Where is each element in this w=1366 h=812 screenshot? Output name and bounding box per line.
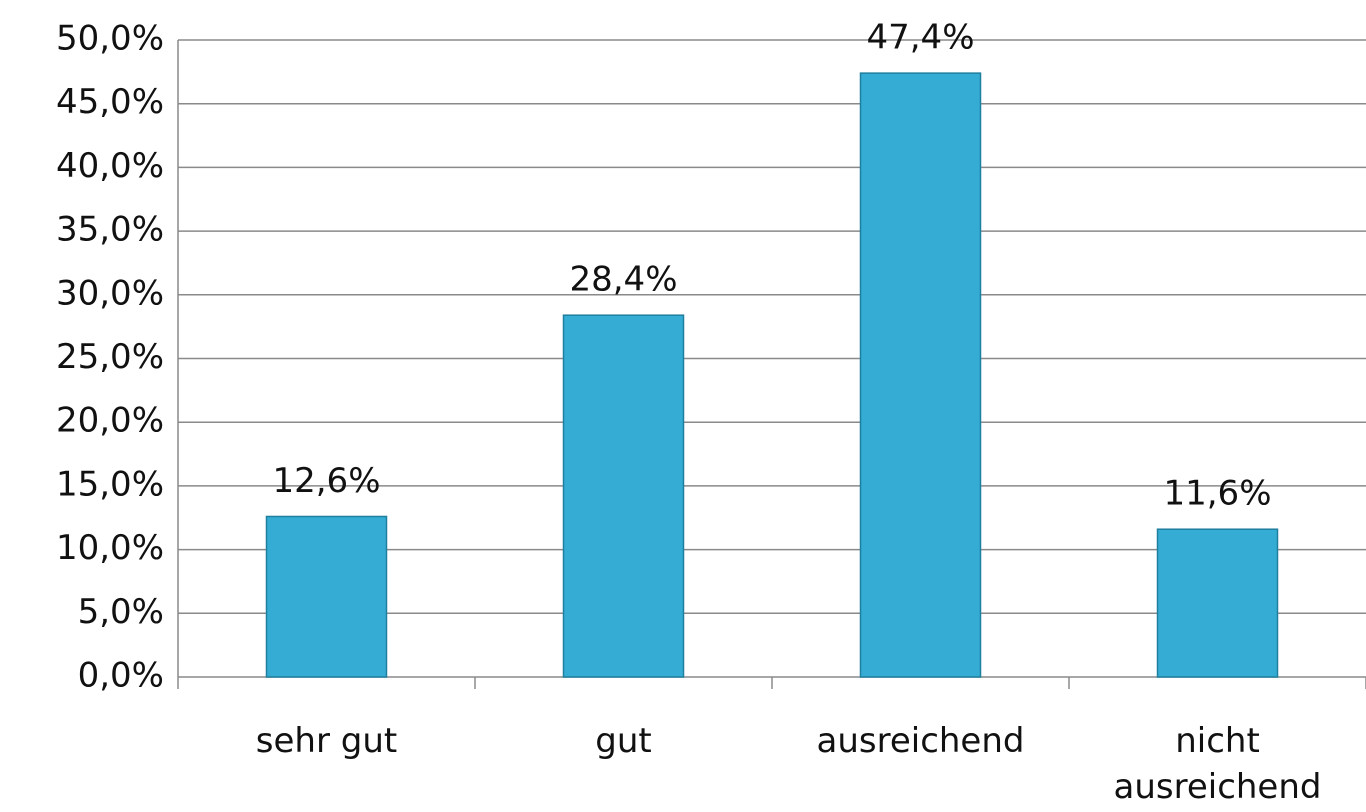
data-label: 47,4% — [866, 18, 974, 58]
x-tick-label: gut — [595, 721, 652, 761]
bar — [859, 72, 982, 678]
y-tick-label: 50,0% — [56, 19, 164, 59]
bar — [562, 314, 685, 678]
x-tick-label: nicht ausreichend — [1113, 721, 1322, 807]
y-tick-label: 45,0% — [56, 82, 164, 122]
data-label: 11,6% — [1163, 474, 1271, 514]
y-tick-label: 0,0% — [78, 656, 164, 696]
y-tick-label: 15,0% — [56, 464, 164, 504]
data-label: 28,4% — [569, 260, 677, 300]
x-tick-label: sehr gut — [255, 721, 398, 761]
y-tick-label: 25,0% — [56, 337, 164, 377]
data-label: 12,6% — [272, 461, 380, 501]
y-tick-label: 20,0% — [56, 401, 164, 441]
y-tick-label: 40,0% — [56, 146, 164, 186]
y-tick-label: 35,0% — [56, 210, 164, 250]
y-tick-label: 30,0% — [56, 273, 164, 313]
y-tick-label: 5,0% — [78, 592, 164, 632]
bar — [265, 515, 388, 678]
x-tick-label: ausreichend — [816, 721, 1025, 761]
bar — [1156, 528, 1279, 678]
y-tick-label: 10,0% — [56, 528, 164, 568]
